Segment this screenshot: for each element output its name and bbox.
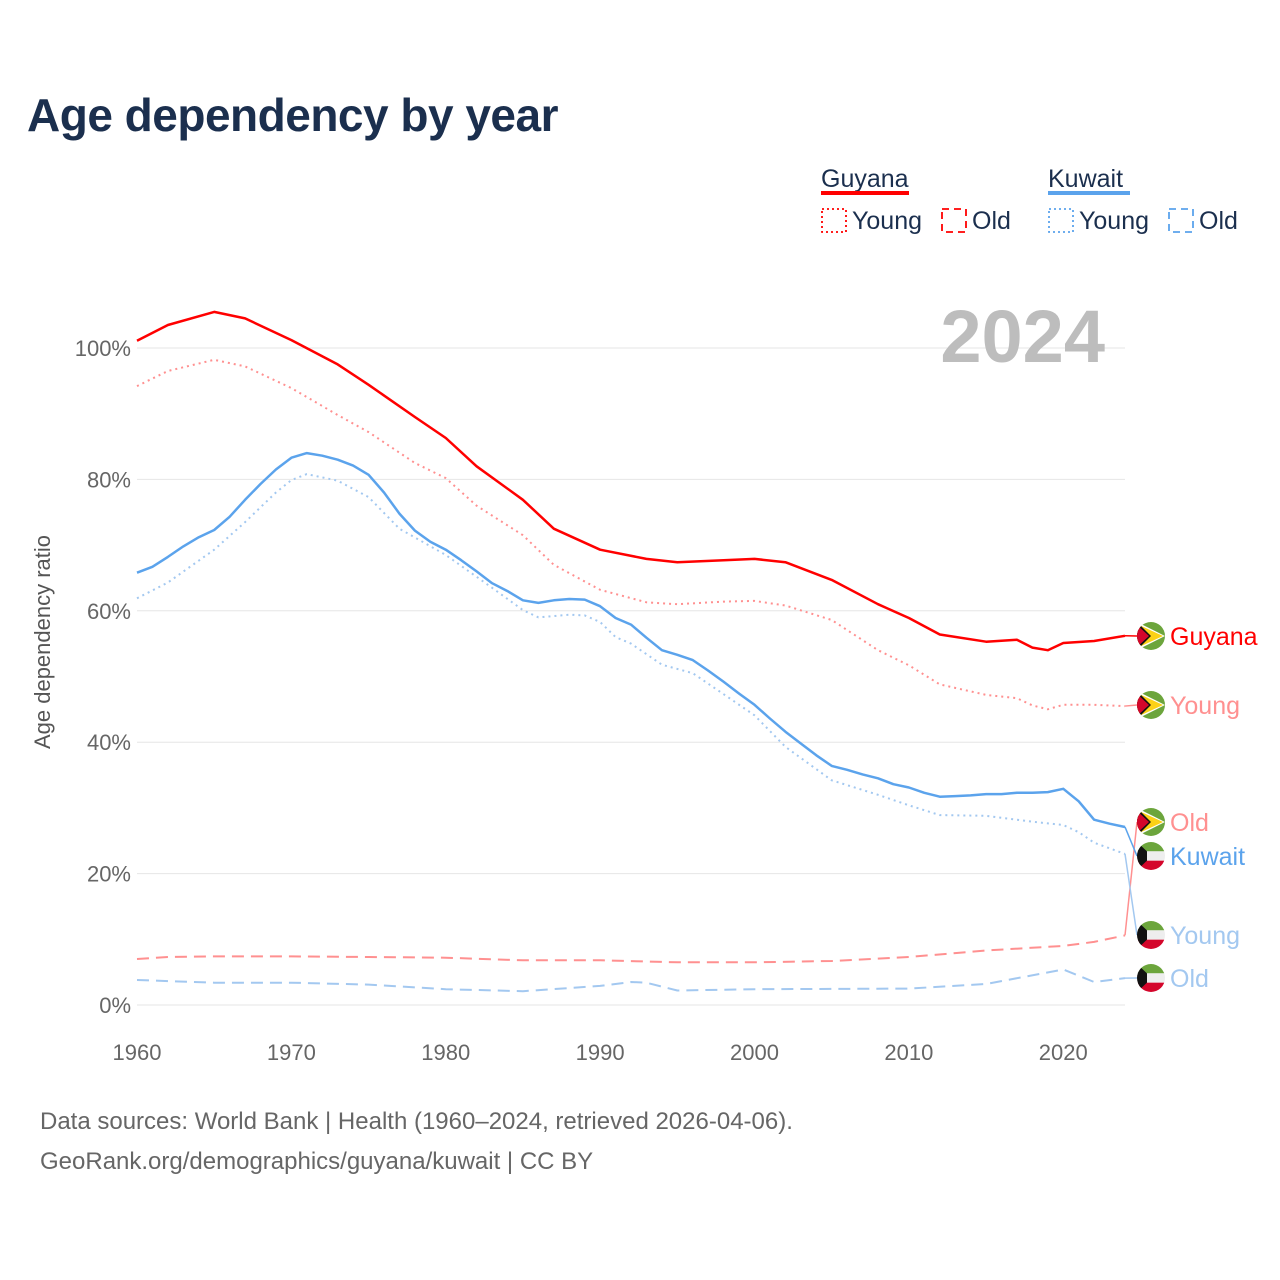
- end-label-kuwait: Kuwait: [1170, 843, 1245, 871]
- y-tick-label: 100%: [75, 336, 131, 361]
- label-connector: [1124, 853, 1138, 936]
- dotted-swatch-icon: [821, 208, 847, 233]
- footer-sources: Data sources: World Bank | Health (1960–…: [40, 1108, 793, 1135]
- dotted-swatch-icon: [1048, 208, 1074, 233]
- flag-red: [1137, 939, 1165, 949]
- flag-red: [1137, 811, 1149, 833]
- flag-green: [1137, 921, 1165, 931]
- label-connector: [1124, 821, 1138, 936]
- year-watermark: 2024: [940, 295, 1105, 378]
- flag-white: [1137, 973, 1165, 983]
- y-tick-label: 80%: [87, 467, 131, 492]
- kuwait-flag-icon: [1137, 964, 1165, 992]
- guyana-flag-icon: [1137, 808, 1165, 836]
- series-line-kuwait: [136, 451, 1126, 829]
- end-label-guyana-old: Old: [1170, 809, 1209, 837]
- end-label-guyana-young: Young: [1170, 692, 1240, 720]
- y-tick-label: 20%: [87, 862, 131, 887]
- y-tick-label: 40%: [87, 730, 131, 755]
- series-line-kuwait-young: [136, 473, 1126, 855]
- label-connector: [1124, 826, 1138, 857]
- x-tick-label: 1990: [576, 1040, 625, 1065]
- legend-item-kuwait-young[interactable]: Young: [1079, 207, 1149, 235]
- legend: Guyana Young Old Kuwait Young Old: [821, 165, 1238, 235]
- kuwait-flag-icon: [1137, 842, 1165, 870]
- y-axis-label: Age dependency ratio: [30, 535, 55, 749]
- flag-white: [1137, 851, 1165, 861]
- guyana-flag-icon: [1137, 691, 1165, 719]
- end-labels: Guyana Young Old Kuwait Young Old: [1124, 622, 1258, 993]
- x-tick-label: 2000: [730, 1040, 779, 1065]
- y-tick-label: 60%: [87, 599, 131, 624]
- x-tick-label: 1980: [421, 1040, 470, 1065]
- dashed-swatch-icon: [941, 208, 967, 233]
- label-connector: [1124, 704, 1138, 707]
- legend-group-guyana[interactable]: Guyana: [821, 165, 909, 193]
- end-label-kuwait-young: Young: [1170, 922, 1240, 950]
- x-tick-label: 2020: [1039, 1040, 1088, 1065]
- legend-item-guyana-young[interactable]: Young: [852, 207, 922, 235]
- x-tick-label: 1960: [113, 1040, 162, 1065]
- legend-group-kuwait[interactable]: Kuwait: [1048, 165, 1123, 193]
- flag-black: [1137, 921, 1147, 949]
- x-tick-label: 1970: [267, 1040, 316, 1065]
- series-lines: [136, 310, 1126, 993]
- flag-red: [1137, 625, 1149, 647]
- x-axis-ticks: 1960 1970 1980 1990 2000 2010 2020: [113, 1040, 1088, 1065]
- end-label-guyana: Guyana: [1170, 623, 1258, 651]
- flag-black: [1137, 964, 1147, 992]
- chart-title: Age dependency by year: [27, 89, 558, 141]
- guyana-flag-icon: [1137, 622, 1165, 650]
- legend-underline: [1048, 191, 1130, 195]
- y-tick-label: 0%: [99, 993, 131, 1018]
- end-label-kuwait-old: Old: [1170, 965, 1209, 993]
- series-line-guyana-old: [136, 934, 1126, 964]
- flag-red: [1137, 694, 1149, 716]
- series-line-guyana: [136, 310, 1126, 652]
- flag-red: [1137, 982, 1165, 992]
- legend-item-kuwait-old[interactable]: Old: [1199, 207, 1238, 235]
- legend-item-guyana-old[interactable]: Old: [972, 207, 1011, 235]
- flag-green: [1137, 842, 1165, 852]
- x-tick-label: 2010: [884, 1040, 933, 1065]
- flag-white: [1137, 930, 1165, 940]
- kuwait-flag-icon: [1137, 921, 1165, 949]
- y-axis-ticks: 0% 20% 40% 60% 80% 100%: [75, 336, 131, 1018]
- dashed-swatch-icon: [1168, 208, 1194, 233]
- flag-black: [1137, 842, 1147, 870]
- flag-green: [1137, 964, 1165, 974]
- series-line-kuwait-old: [136, 968, 1126, 993]
- footer-url[interactable]: GeoRank.org/demographics/guyana/kuwait |…: [40, 1148, 594, 1175]
- series-line-guyana-young: [136, 358, 1126, 711]
- legend-underline: [821, 191, 909, 195]
- gridlines: [137, 347, 1125, 1006]
- flag-red: [1137, 860, 1165, 870]
